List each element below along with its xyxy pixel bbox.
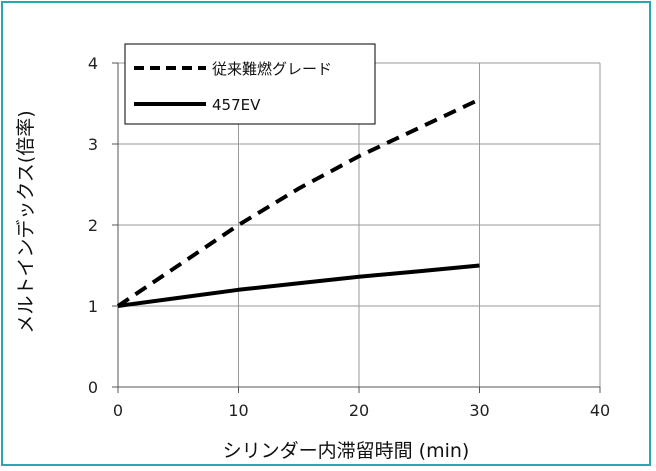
y-tick-label: 3 xyxy=(88,135,98,154)
legend-label-series-2: 457EV xyxy=(212,96,261,114)
legend-box xyxy=(124,43,376,125)
axes xyxy=(112,62,601,393)
y-axis-title: メルトインデックス(倍率) xyxy=(15,110,37,333)
x-tick-label: 40 xyxy=(590,401,610,420)
y-tick-labels: 0 1 2 3 4 xyxy=(88,54,98,397)
y-tick-label: 0 xyxy=(88,378,98,397)
x-tick-label: 10 xyxy=(228,401,248,420)
x-tick-label: 30 xyxy=(469,401,489,420)
x-tick-labels: 0 10 20 30 40 xyxy=(113,401,610,420)
series-lines xyxy=(116,97,481,308)
legend-label-series-1: 従来難燃グレード xyxy=(212,60,332,78)
y-tick-label: 4 xyxy=(88,54,98,73)
series-line-2 xyxy=(117,263,480,308)
series-line-1 xyxy=(116,97,481,308)
x-axis-title: シリンダー内滞留時間 (min) xyxy=(223,440,470,462)
y-tick-label: 1 xyxy=(88,297,98,316)
legend: 従来難燃グレード 457EV xyxy=(124,43,376,125)
y-tick-label: 2 xyxy=(88,216,98,235)
x-tick-label: 20 xyxy=(349,401,369,420)
x-tick-label: 0 xyxy=(113,401,123,420)
